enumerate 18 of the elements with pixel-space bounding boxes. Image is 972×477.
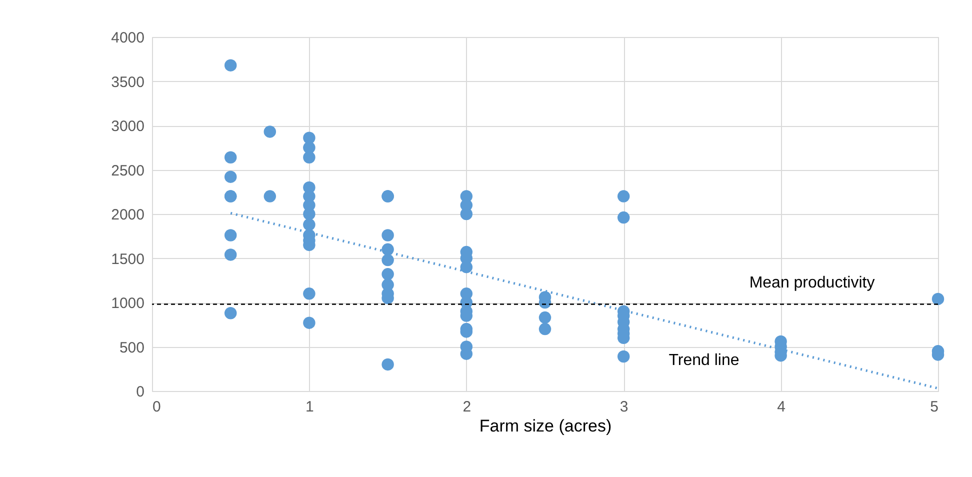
y-tick-label: 0 [136, 384, 144, 400]
y-tick-label: 500 [119, 339, 144, 356]
y-tick-label: 1000 [111, 295, 144, 312]
x-tick-label: 0 [152, 398, 161, 416]
y-tick-label: 1500 [111, 250, 144, 268]
y-tick-label: 3000 [111, 118, 144, 135]
x-tick-label: 4 [777, 398, 786, 416]
x-tick-label: 2 [462, 398, 472, 416]
x-tick-label: 3 [620, 398, 628, 416]
x-tick-label: 1 [306, 398, 314, 416]
x-axis-title: Farm size (acres) [479, 416, 612, 436]
y-tick-label: 3500 [111, 74, 144, 91]
annotation: Trend line [668, 352, 740, 369]
y-tick-label: 2500 [111, 162, 144, 180]
y-tick-label: 4000 [111, 30, 144, 46]
x-tick-label: 5 [930, 398, 938, 416]
y-tick-label: 2000 [111, 206, 144, 224]
ref-line-label: Mean productivity [749, 274, 875, 292]
